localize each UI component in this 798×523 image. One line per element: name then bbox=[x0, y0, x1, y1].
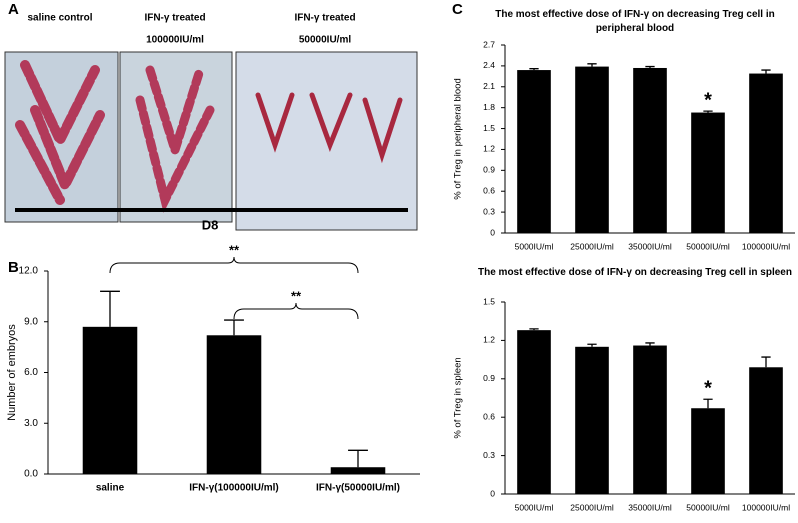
bar bbox=[575, 346, 609, 494]
uterus-drawing bbox=[15, 60, 403, 213]
x-tick-label: 50000IU/ml bbox=[686, 502, 730, 512]
error-bar bbox=[761, 356, 771, 368]
bar bbox=[633, 67, 667, 233]
error-bar bbox=[703, 110, 713, 113]
x-tick-label: IFN-γ(100000IU/ml) bbox=[189, 483, 278, 494]
error-bar bbox=[529, 68, 539, 71]
photo-caption: 50000IU/ml bbox=[299, 35, 351, 46]
y-tick-label: 0 bbox=[490, 227, 495, 237]
bar bbox=[517, 330, 551, 494]
y-tick-label: 2.4 bbox=[483, 60, 495, 70]
y-tick-label: 0.9 bbox=[483, 165, 495, 175]
bar bbox=[749, 73, 783, 233]
chart-title: The most effective dose of IFN-γ on decr… bbox=[478, 267, 792, 278]
bar bbox=[691, 112, 725, 233]
y-tick-label: 0.9 bbox=[483, 373, 495, 383]
bar bbox=[633, 345, 667, 494]
error-bar bbox=[645, 65, 655, 68]
x-tick-label: 100000IU/ml bbox=[742, 241, 790, 251]
y-tick-label: 12.0 bbox=[19, 266, 39, 277]
bar bbox=[691, 408, 725, 494]
y-tick-label: 2.7 bbox=[483, 39, 495, 49]
timeline-label: D8 bbox=[202, 217, 219, 232]
bracket-label: ** bbox=[291, 288, 302, 303]
y-tick-label: 6.0 bbox=[24, 367, 38, 378]
x-tick-label: 35000IU/ml bbox=[628, 502, 672, 512]
y-tick-label: 1.2 bbox=[483, 335, 495, 345]
x-tick-label: 5000IU/ml bbox=[515, 241, 554, 251]
error-bar bbox=[587, 343, 597, 347]
x-tick-label: 25000IU/ml bbox=[570, 502, 614, 512]
y-tick-label: 0.3 bbox=[483, 450, 495, 460]
y-tick-label: 0.6 bbox=[483, 411, 495, 421]
error-bar bbox=[348, 449, 368, 468]
y-tick-label: 0.0 bbox=[24, 469, 38, 480]
photo-caption: IFN-γ treated bbox=[144, 13, 205, 24]
y-axis-label: % of Treg in peripheral blood bbox=[453, 78, 464, 199]
bracket-label: ** bbox=[229, 242, 240, 257]
x-tick-label: IFN-γ(50000IU/ml) bbox=[316, 483, 400, 494]
y-axis-label: % of Treg in spleen bbox=[453, 357, 464, 438]
bracket bbox=[233, 302, 359, 320]
error-bar bbox=[529, 328, 539, 331]
error-bar bbox=[703, 398, 713, 409]
panel-label: C bbox=[452, 1, 463, 18]
y-tick-label: 0.3 bbox=[483, 206, 495, 216]
photo-caption: 100000IU/ml bbox=[146, 35, 204, 46]
bar bbox=[749, 367, 783, 494]
y-tick-label: 1.8 bbox=[483, 102, 495, 112]
y-tick-label: 1.5 bbox=[483, 296, 495, 306]
y-tick-label: 3.0 bbox=[24, 418, 38, 429]
x-tick-label: 100000IU/ml bbox=[742, 502, 790, 512]
significance-marker: * bbox=[704, 378, 712, 400]
x-tick-label: 35000IU/ml bbox=[628, 241, 672, 251]
error-bar bbox=[761, 69, 771, 74]
error-bar bbox=[100, 290, 120, 327]
y-tick-label: 0 bbox=[490, 488, 495, 498]
significance-marker: * bbox=[704, 89, 712, 111]
x-tick-label: saline bbox=[96, 483, 125, 494]
y-axis-label: Number of embryos bbox=[6, 324, 18, 421]
error-bar bbox=[645, 342, 655, 346]
y-tick-label: 1.5 bbox=[483, 123, 495, 133]
bar bbox=[330, 467, 386, 474]
panel-label: B bbox=[8, 259, 19, 276]
y-tick-label: 2.1 bbox=[483, 81, 495, 91]
bar bbox=[206, 335, 262, 474]
y-tick-label: 1.2 bbox=[483, 144, 495, 154]
error-bar bbox=[587, 63, 597, 67]
bar bbox=[517, 70, 551, 233]
y-tick-label: 9.0 bbox=[24, 316, 38, 327]
x-tick-label: 5000IU/ml bbox=[515, 502, 554, 512]
panel-label: A bbox=[8, 1, 19, 18]
x-tick-label: 50000IU/ml bbox=[686, 241, 730, 251]
chart-title: The most effective dose of IFN-γ on decr… bbox=[495, 9, 775, 34]
bar bbox=[575, 66, 609, 234]
bracket bbox=[109, 256, 359, 274]
error-bar bbox=[224, 319, 244, 336]
bar bbox=[82, 326, 138, 474]
x-tick-label: 25000IU/ml bbox=[570, 241, 614, 251]
y-tick-label: 0.6 bbox=[483, 185, 495, 195]
photo-caption: IFN-γ treated bbox=[294, 13, 355, 24]
photo-caption: saline control bbox=[27, 13, 92, 24]
